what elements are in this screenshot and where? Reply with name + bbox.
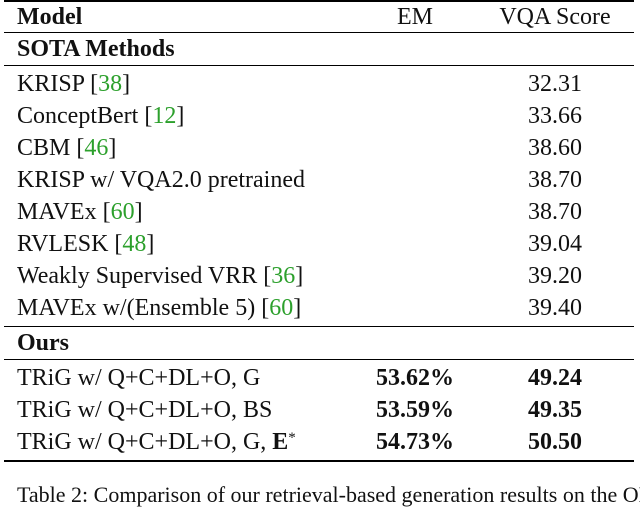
section-ours-title: Ours xyxy=(17,330,70,356)
vqa-score-value: 38.70 xyxy=(528,167,582,193)
citation-link[interactable]: 46 xyxy=(84,135,109,161)
model-name: TRiG w/ Q+C+DL+O, G xyxy=(17,365,261,391)
table-row: CBM [46] 38.60 xyxy=(0,132,640,164)
model-name: MAVEx [60] xyxy=(17,199,143,225)
header-rule xyxy=(4,32,634,33)
model-name: KRISP w/ VQA2.0 pretrained xyxy=(17,167,305,193)
table-row: Weakly Supervised VRR [36] 39.20 xyxy=(0,260,640,292)
citation-link[interactable]: 60 xyxy=(110,199,135,225)
section-title-ours: Ours xyxy=(0,327,640,359)
em-value: 53.59% xyxy=(376,397,454,423)
vqa-score-value: 38.70 xyxy=(528,199,582,225)
citation-link[interactable]: 48 xyxy=(122,231,147,257)
section-sota-title: SOTA Methods xyxy=(17,36,175,62)
vqa-score-value: 33.66 xyxy=(528,103,582,129)
sota-rule xyxy=(4,65,634,66)
citation-link[interactable]: 12 xyxy=(152,103,177,129)
top-rule xyxy=(4,0,634,2)
vqa-score-value: 50.50 xyxy=(528,429,582,455)
model-name: ConceptBert [12] xyxy=(17,103,185,129)
table-row: RVLESK [48] 39.04 xyxy=(0,228,640,260)
model-name: RVLESK [48] xyxy=(17,231,155,257)
ensemble-superscript: * xyxy=(288,430,296,446)
vqa-score-value: 39.40 xyxy=(528,295,582,321)
model-name: TRiG w/ Q+C+DL+O, G, E* xyxy=(17,429,296,455)
model-name: MAVEx w/(Ensemble 5) [60] xyxy=(17,295,302,321)
em-value: 54.73% xyxy=(376,429,454,455)
table-row: KRISP w/ VQA2.0 pretrained 38.70 xyxy=(0,164,640,196)
vqa-score-value: 38.60 xyxy=(528,135,582,161)
header-vqa-score: VQA Score xyxy=(499,4,611,30)
table-row: TRiG w/ Q+C+DL+O, BS 53.59% 49.35 xyxy=(0,394,640,426)
model-name: KRISP [38] xyxy=(17,71,131,97)
header-row: Model EM VQA Score xyxy=(0,1,640,33)
vqa-score-value: 49.24 xyxy=(528,365,582,391)
table-row: MAVEx [60] 38.70 xyxy=(0,196,640,228)
ensemble-symbol: E xyxy=(272,429,289,455)
vqa-score-value: 32.31 xyxy=(528,71,582,97)
model-name: TRiG w/ Q+C+DL+O, BS xyxy=(17,397,273,423)
vqa-score-value: 39.20 xyxy=(528,263,582,289)
section-title-sota: SOTA Methods xyxy=(0,33,640,65)
vqa-score-value: 39.04 xyxy=(528,231,582,257)
model-name: CBM [46] xyxy=(17,135,117,161)
em-value: 53.62% xyxy=(376,365,454,391)
vqa-score-value: 49.35 xyxy=(528,397,582,423)
header-em: EM xyxy=(397,4,433,30)
table-row: KRISP [38] 32.31 xyxy=(0,68,640,100)
table-row: ConceptBert [12] 33.66 xyxy=(0,100,640,132)
citation-link[interactable]: 36 xyxy=(271,263,296,289)
section-rule xyxy=(4,326,634,327)
table-row: MAVEx w/(Ensemble 5) [60] 39.40 xyxy=(0,292,640,324)
header-model: Model xyxy=(17,4,83,30)
table-row: TRiG w/ Q+C+DL+O, G, E* 54.73% 50.50 xyxy=(0,426,640,458)
ours-rule xyxy=(4,359,634,360)
citation-link[interactable]: 60 xyxy=(269,295,294,321)
bottom-rule xyxy=(4,460,634,462)
table-caption: Table 2: Comparison of our retrieval-bas… xyxy=(17,482,640,507)
model-name: Weakly Supervised VRR [36] xyxy=(17,263,304,289)
table-row: TRiG w/ Q+C+DL+O, G 53.62% 49.24 xyxy=(0,362,640,394)
citation-link[interactable]: 38 xyxy=(98,71,123,97)
